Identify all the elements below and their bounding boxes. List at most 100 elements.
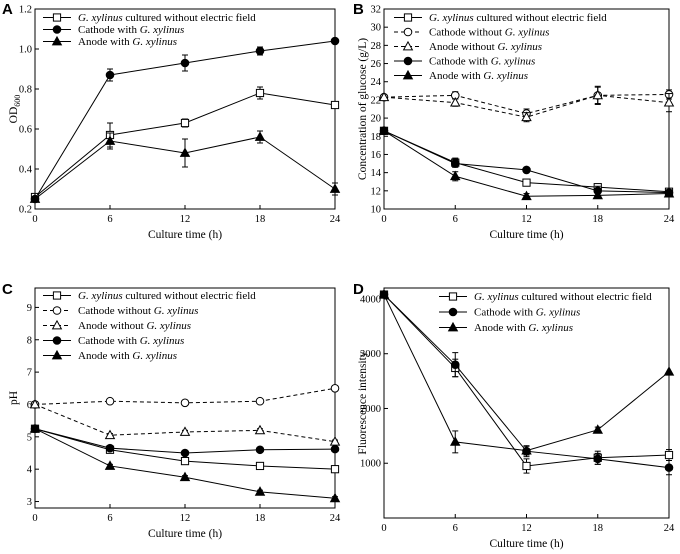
y-tick-label: 26: [371, 59, 382, 70]
data-point: [179, 147, 191, 157]
data-point: [255, 445, 265, 455]
x-tick-label: 18: [593, 523, 604, 534]
y-tick-label: 30: [371, 23, 382, 34]
panel-d-letter: D: [353, 281, 364, 298]
panel-d-y-axis-title: Fluorescence intensity: [357, 351, 369, 454]
data-point: [378, 125, 390, 135]
legend-label: Cathode with G. xylinus: [78, 24, 184, 36]
data-point: [593, 454, 603, 464]
x-tick-label: 18: [593, 214, 604, 225]
y-tick-label: 0.8: [19, 85, 32, 96]
y-tick-label: 18: [371, 132, 382, 143]
x-tick-label: 12: [180, 214, 191, 225]
data-point: [330, 465, 340, 474]
y-tick-label: 4: [27, 465, 33, 476]
data-point: [522, 165, 531, 175]
series-line: [34, 404, 336, 443]
data-point: [592, 89, 603, 100]
legend-marker: [403, 56, 413, 66]
legend-label: Anode with G. xylinus: [474, 322, 573, 334]
x-tick-label: 6: [107, 513, 112, 524]
panel-c-letter: C: [2, 281, 13, 298]
panel-b-x-axis-title: Culture time (h): [489, 229, 563, 241]
series-line: [383, 294, 670, 469]
panel-c-series-2: [30, 383, 340, 409]
data-point: [180, 448, 190, 458]
x-tick-label: 24: [664, 523, 675, 534]
data-point: [450, 159, 460, 168]
x-tick-label: 12: [180, 513, 191, 524]
panel-c: C 0 6 12 18 24 3 4 5 6 7 8 9 Culture time (h) pH G. xyl…: [2, 281, 341, 540]
panel-b-series-5: [378, 125, 675, 201]
data-point: [104, 460, 116, 470]
panel-c-y-axis-title: pH: [8, 391, 20, 405]
panel-a: A 0 6 12 18 24 0.2 0.4 0.6 0.8 1.0 1.2 Culture time …: [2, 1, 341, 241]
panel-b-legend: G. xylinus cultured without electric fie…: [394, 12, 607, 82]
data-point: [592, 424, 603, 434]
panel-a-y-axis-title: OD600: [8, 95, 22, 124]
legend-label: G. xylinus cultured without electric fie…: [429, 12, 607, 24]
y-tick-label: 14: [371, 168, 382, 179]
legend-marker: [402, 40, 414, 51]
data-point: [522, 461, 531, 471]
y-tick-label: 0.6: [19, 125, 32, 136]
x-tick-label: 0: [381, 523, 386, 534]
y-tick-label: 12: [371, 186, 382, 197]
x-tick-label: 12: [521, 523, 532, 534]
y-tick-label: 32: [371, 5, 382, 16]
data-point: [329, 183, 341, 193]
legend-marker: [52, 336, 62, 345]
legend-label: Anode without G. xylinus: [429, 41, 542, 53]
x-tick-label: 24: [664, 214, 675, 225]
data-point: [663, 96, 675, 107]
y-tick-label: 16: [371, 150, 382, 161]
y-tick-label: 20: [371, 114, 382, 125]
x-tick-label: 0: [32, 214, 37, 225]
data-point: [663, 366, 675, 376]
y-tick-label: 7: [27, 368, 32, 379]
panel-a-letter: A: [2, 1, 13, 18]
panel-b-y-axis-title: Concentration of glucose (g/L): [357, 38, 369, 180]
y-tick-label: 0.2: [19, 205, 32, 216]
y-tick-label: 8: [27, 335, 32, 346]
data-point: [105, 396, 115, 406]
data-point: [450, 436, 461, 446]
y-tick-label: 9: [27, 303, 32, 314]
panel-d-series-3: [378, 288, 675, 456]
legend-marker: [403, 13, 413, 22]
legend-label: Anode with G. xylinus: [78, 36, 177, 48]
legend-marker: [402, 69, 414, 80]
legend-label: G. xylinus cultured without electric fie…: [474, 291, 652, 303]
panel-b-letter: B: [353, 1, 364, 18]
legend-label: Anode with G. xylinus: [78, 350, 177, 362]
data-point: [664, 450, 674, 460]
data-point: [105, 70, 115, 80]
data-point: [330, 444, 340, 454]
data-point: [29, 398, 41, 409]
series-line: [383, 294, 670, 467]
y-tick-label: 1.2: [19, 5, 32, 16]
y-tick-label: 6: [27, 400, 32, 411]
x-tick-label: 18: [255, 214, 266, 225]
data-point: [450, 96, 461, 107]
x-tick-label: 6: [107, 214, 112, 225]
data-point: [255, 88, 265, 98]
data-point: [179, 426, 191, 436]
legend-marker: [51, 319, 63, 330]
data-point: [521, 190, 532, 201]
legend-label: Anode without G. xylinus: [78, 320, 191, 332]
legend-label: G. xylinus cultured without electric fie…: [78, 290, 256, 302]
x-tick-label: 12: [521, 214, 532, 225]
y-tick-label: 3000: [360, 349, 381, 360]
y-tick-label: 2000: [360, 404, 381, 415]
panel-c-x-axis-title: Culture time (h): [148, 528, 222, 540]
y-tick-label: 10: [371, 205, 382, 216]
data-point: [450, 170, 461, 181]
panel-b-series-1: [379, 126, 674, 196]
data-point: [450, 360, 460, 369]
data-point: [254, 486, 266, 496]
data-point: [255, 46, 265, 56]
data-point: [330, 36, 340, 46]
y-tick-label: 3: [27, 497, 32, 508]
